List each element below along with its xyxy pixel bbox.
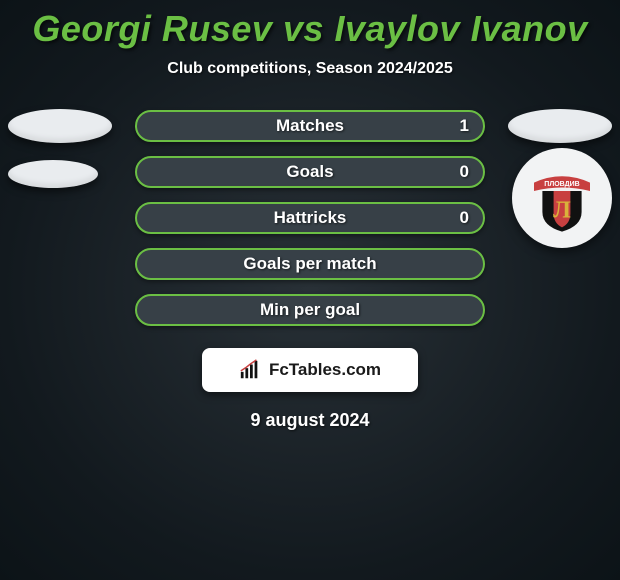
page-subtitle: Club competitions, Season 2024/2025 <box>0 60 620 78</box>
stat-label: Goals <box>286 162 333 182</box>
stat-label: Min per goal <box>260 300 360 320</box>
bar-chart-icon <box>239 359 261 381</box>
stat-row: Min per goal <box>0 294 620 326</box>
badge-ribbon-text: ПЛОВДИВ <box>544 181 579 188</box>
stat-pill: Goals 0 <box>135 156 485 188</box>
page-title: Georgi Rusev vs Ivaylov Ivanov <box>0 0 620 50</box>
stats-rows: Matches 1 Goals 0 ПЛОВДИВ Л <box>0 110 620 326</box>
stat-value-right: 1 <box>460 116 469 136</box>
right-blob <box>508 109 612 143</box>
stat-row: Hattricks 0 <box>0 202 620 234</box>
left-blob <box>8 109 112 143</box>
stat-pill: Matches 1 <box>135 110 485 142</box>
stat-row: Matches 1 <box>0 110 620 142</box>
site-badge: FcTables.com <box>202 348 418 392</box>
left-blob <box>8 160 98 188</box>
stat-row: Goals 0 ПЛОВДИВ Л <box>0 156 620 188</box>
stat-row: Goals per match <box>0 248 620 280</box>
comparison-infographic: Georgi Rusev vs Ivaylov Ivanov Club comp… <box>0 0 620 580</box>
stat-pill: Hattricks 0 <box>135 202 485 234</box>
date-text: 9 august 2024 <box>0 410 620 431</box>
stat-value-right: 0 <box>460 208 469 228</box>
stat-label: Matches <box>276 116 344 136</box>
site-label: FcTables.com <box>269 360 381 380</box>
stat-pill: Min per goal <box>135 294 485 326</box>
stat-label: Hattricks <box>274 208 347 228</box>
stat-pill: Goals per match <box>135 248 485 280</box>
stat-value-right: 0 <box>460 162 469 182</box>
stat-label: Goals per match <box>243 254 376 274</box>
